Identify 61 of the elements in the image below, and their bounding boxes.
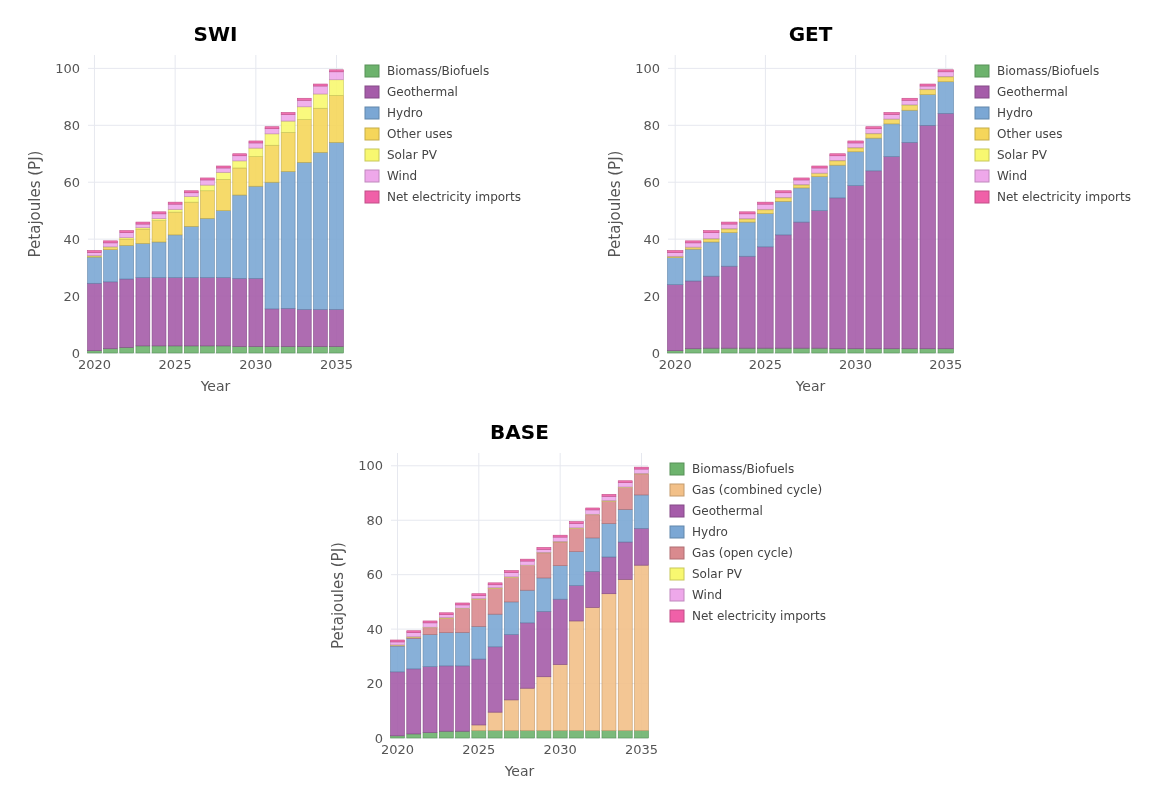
y-tick-label: 80 [63, 117, 80, 133]
legend-label: Wind [387, 169, 418, 184]
y-tick-label: 100 [55, 60, 80, 76]
legend-label: Net electricity imports [387, 190, 521, 205]
legend-label: Other uses [997, 127, 1063, 142]
y-tick-label: 0 [651, 345, 660, 361]
y-tick-label: 60 [643, 174, 660, 190]
legend-label: Other uses [387, 127, 453, 142]
y-axis-title: Petajoules (PJ) [329, 542, 347, 649]
x-axis-title: Year [794, 378, 826, 394]
y-tick-label: 0 [71, 345, 80, 361]
y-tick-label: 20 [366, 676, 383, 692]
x-axis-title: Year [503, 763, 535, 779]
x-tick-label: 2035 [929, 357, 963, 372]
legend-label: Solar PV [997, 148, 1048, 163]
y-tick-label: 80 [643, 117, 660, 133]
legend-label: Biomass/Biofuels [692, 462, 795, 477]
x-tick-label: 2035 [624, 742, 659, 757]
x-axis-title: Year [199, 378, 231, 394]
y-tick-label: 20 [63, 288, 80, 304]
legend-label: Solar PV [387, 148, 438, 163]
legend-label: Biomass/Biofuels [387, 64, 490, 79]
x-tick-label: 2030 [543, 742, 577, 757]
chart-title: SWI [193, 22, 238, 46]
legend-label: Hydro [692, 525, 728, 540]
y-tick-label: 0 [374, 730, 383, 746]
legend-label: Biomass/Biofuels [997, 64, 1100, 79]
legend-label: Hydro [387, 106, 423, 121]
y-tick-label: 40 [643, 231, 660, 247]
legend-label: Geothermal [387, 85, 458, 100]
legend-label: Geothermal [692, 504, 763, 519]
x-tick-label: 2025 [748, 357, 782, 372]
legend-label: Hydro [997, 106, 1033, 121]
y-tick-label: 100 [358, 458, 383, 474]
y-tick-label: 40 [366, 621, 383, 637]
y-tick-label: 100 [635, 60, 660, 76]
legend-label: Net electricity imports [997, 190, 1131, 205]
legend-label: Gas (combined cycle) [692, 483, 823, 498]
x-tick-label: 2020 [77, 357, 111, 372]
legend-label: Wind [997, 169, 1028, 184]
y-tick-label: 60 [63, 174, 80, 190]
y-tick-label: 60 [366, 567, 383, 583]
y-tick-label: 40 [63, 231, 80, 247]
x-tick-label: 2030 [839, 357, 873, 372]
legend-label: Gas (open cycle) [692, 546, 793, 561]
legend-label: Net electricity imports [692, 609, 826, 624]
x-tick-label: 2025 [158, 357, 192, 372]
y-tick-label: 80 [366, 512, 383, 528]
legend-label: Wind [692, 588, 723, 603]
x-tick-label: 2025 [462, 742, 496, 757]
legend-label: Geothermal [997, 85, 1068, 100]
y-axis-title: Petajoules (PJ) [26, 150, 44, 258]
x-tick-label: 2030 [239, 357, 273, 372]
x-tick-label: 2020 [380, 742, 415, 757]
y-tick-label: 20 [643, 288, 660, 304]
y-axis-title: Petajoules (PJ) [606, 150, 624, 258]
x-tick-label: 2035 [320, 357, 354, 372]
legend-label: Solar PV [692, 567, 743, 582]
x-tick-label: 2020 [658, 357, 692, 372]
chart-title: BASE [490, 420, 549, 444]
chart-title: GET [788, 22, 833, 46]
